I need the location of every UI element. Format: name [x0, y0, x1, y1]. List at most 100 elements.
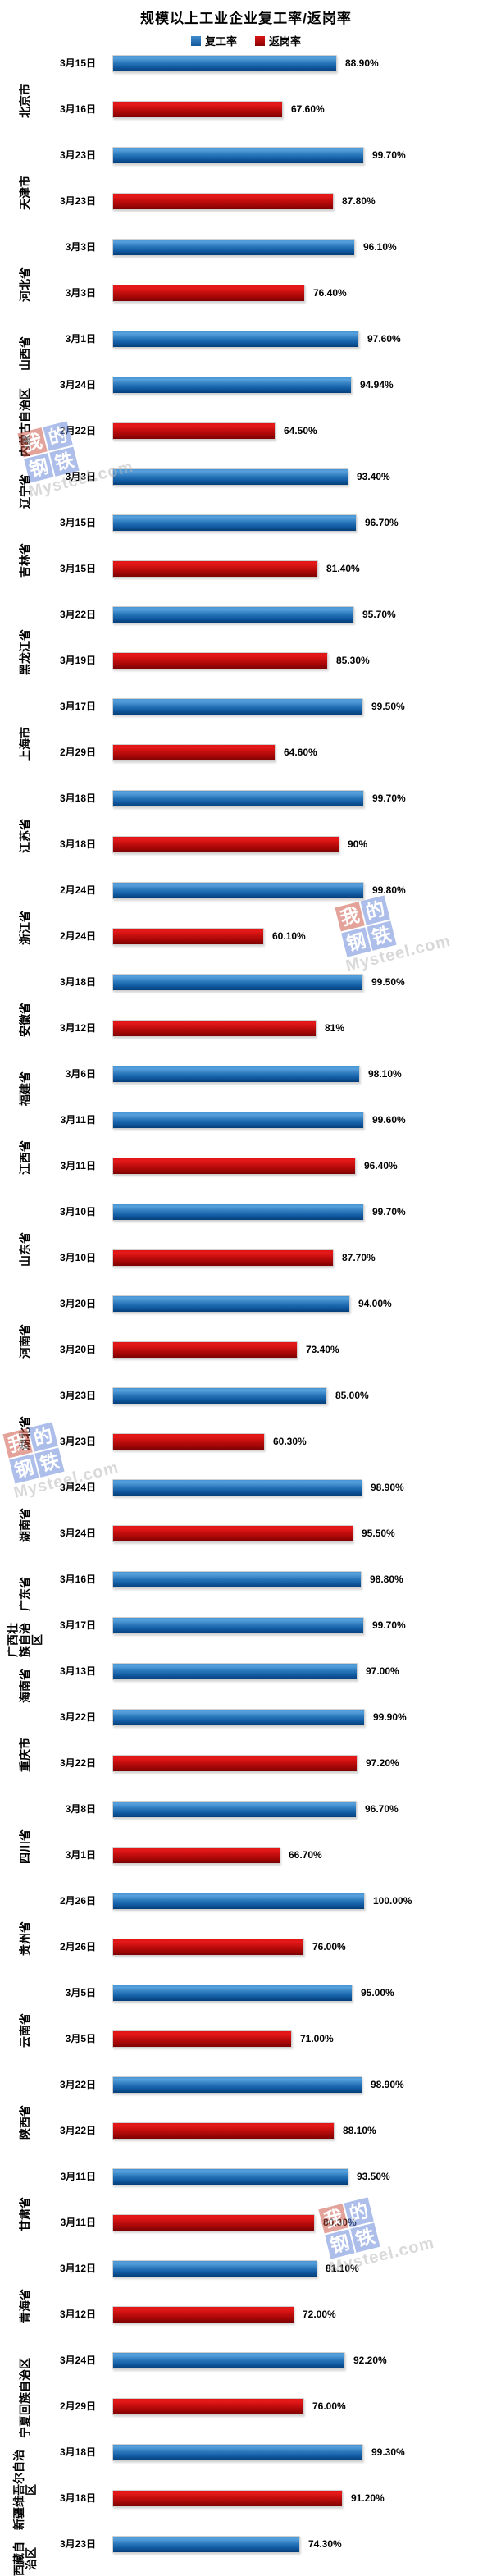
resume-rate-bar	[112, 1617, 364, 1634]
resume-rate-bar	[112, 1663, 358, 1680]
value-label: 93.40%	[357, 471, 390, 482]
bar-row: 3月18日 90%	[51, 836, 492, 882]
province-label: 西藏自治区	[12, 2542, 38, 2576]
bar-row: 3月23日 99.70%	[51, 147, 492, 193]
bar-rows: 3月22日 95.70% 3月19日 85.30%	[51, 606, 492, 698]
bar-rows: 3月23日 85.00% 3月23日 60.30%	[51, 1387, 492, 1479]
province-label-cell: 广西壮族自治区	[0, 1617, 51, 1663]
bar-row: 3月17日 99.70%	[51, 1617, 492, 1663]
province-label-cell: 天津市	[0, 147, 51, 239]
value-label: 76.00%	[312, 1941, 346, 1953]
return-rate-bar	[112, 836, 339, 853]
date-label: 3月20日	[59, 1344, 96, 1355]
bar-row: 3月23日 74.30%	[51, 2536, 492, 2576]
bar-rows: 3月23日 99.70% 3月23日 87.80%	[51, 147, 492, 239]
legend-swatch-red-icon	[255, 35, 265, 46]
bar-rows: 3月15日 96.70% 3月15日 81.40%	[51, 514, 492, 606]
resume-rate-bar	[112, 55, 337, 72]
resume-rate-bar	[112, 1066, 360, 1083]
date-label: 3月6日	[65, 1068, 96, 1080]
province-group: 天津市 3月23日 99.70% 3月23日 87.80%	[0, 147, 492, 239]
value-label: 88.10%	[343, 2125, 376, 2136]
value-label: 95.50%	[362, 1528, 395, 1539]
return-rate-bar	[112, 744, 276, 761]
value-label: 99.60%	[372, 1114, 406, 1126]
date-label: 3月18日	[59, 2492, 96, 2504]
province-group: 贵州省 2月26日 100.00% 2月26日 76.00%	[0, 1893, 492, 1985]
province-group: 北京市 3月15日 88.90% 3月16日 67.60%	[0, 55, 492, 147]
bar-row: 3月23日 87.80%	[51, 193, 492, 239]
resume-rate-bar	[112, 1709, 365, 1726]
province-label: 上海市	[18, 727, 32, 761]
chart-title: 规模以上工业企业复工率/返岗率	[140, 11, 352, 26]
value-label: 85.00%	[335, 1390, 369, 1401]
value-label: 99.90%	[373, 1711, 407, 1723]
province-label: 广西壮族自治区	[6, 1623, 44, 1657]
date-label: 3月24日	[59, 2354, 96, 2366]
province-label-cell: 北京市	[0, 55, 51, 147]
bar-row: 3月22日 98.90%	[51, 2076, 492, 2122]
bar-rows: 3月12日 81.10% 3月12日 72.00%	[51, 2260, 492, 2352]
bar-row: 2月26日 100.00%	[51, 1893, 492, 1939]
value-label: 99.80%	[372, 884, 406, 896]
province-label: 吉林省	[18, 543, 32, 578]
bar-row: 3月12日 81.10%	[51, 2260, 492, 2306]
bar-row: 3月5日 71.00%	[51, 2030, 492, 2076]
value-label: 96.70%	[365, 1803, 399, 1815]
value-label: 99.50%	[371, 976, 405, 988]
bar-row: 3月20日 73.40%	[51, 1341, 492, 1387]
date-label: 3月23日	[59, 1436, 96, 1447]
value-label: 76.00%	[312, 2400, 346, 2412]
province-group: 河南省 3月20日 94.00% 3月20日 73.40%	[0, 1295, 492, 1387]
province-group: 新疆维吾尔自治区 3月18日 99.30% 3月18日 91.20%	[0, 2444, 492, 2536]
value-label: 64.50%	[284, 425, 317, 436]
return-rate-bar	[112, 652, 328, 669]
bar-row: 3月23日 85.00%	[51, 1387, 492, 1433]
date-label: 3月22日	[59, 2125, 96, 2136]
value-label: 96.10%	[363, 241, 397, 253]
province-group: 湖南省 3月24日 98.90% 3月24日 95.50%	[0, 1479, 492, 1571]
bar-row: 3月3日 76.40%	[51, 285, 492, 331]
province-group: 宁夏回族自治区 3月24日 92.20% 2月29日 76.00%	[0, 2352, 492, 2444]
resume-rate-bar	[112, 606, 354, 623]
bar-row: 3月18日 91.20%	[51, 2490, 492, 2536]
value-label: 91.20%	[351, 2492, 385, 2504]
province-label: 福建省	[18, 1071, 32, 1106]
province-label-cell: 云南省	[0, 1985, 51, 2076]
province-label: 江西省	[18, 1140, 32, 1175]
resume-rate-bar	[112, 331, 359, 348]
resume-rate-bar	[112, 1571, 362, 1588]
date-label: 3月16日	[59, 1573, 96, 1585]
province-group: 广西壮族自治区 3月17日 99.70%	[0, 1617, 492, 1663]
resume-rate-bar	[112, 1387, 327, 1404]
date-label: 3月24日	[59, 1528, 96, 1539]
bar-row: 3月3日 93.40%	[51, 468, 492, 514]
value-label: 99.70%	[372, 1206, 406, 1217]
date-label: 3月18日	[59, 2446, 96, 2458]
province-label-cell: 江西省	[0, 1112, 51, 1204]
date-label: 3月5日	[65, 1987, 96, 1998]
date-label: 3月11日	[60, 2217, 96, 2228]
province-group: 湖北省 3月23日 85.00% 3月23日 60.30%	[0, 1387, 492, 1479]
province-group: 黑龙江省 3月22日 95.70% 3月19日 85.30%	[0, 606, 492, 698]
province-label: 河南省	[18, 1324, 32, 1359]
value-label: 99.70%	[372, 149, 406, 161]
value-label: 60.10%	[272, 930, 306, 942]
province-group: 山西省 3月1日 97.60%	[0, 331, 492, 377]
province-label-cell: 辽宁省	[0, 468, 51, 514]
bar-row: 3月3日 96.10%	[51, 239, 492, 285]
province-group: 内蒙古自治区 3月24日 94.94% 2月22日 64.50%	[0, 377, 492, 468]
province-label-cell: 安徽省	[0, 974, 51, 1066]
resume-rate-bar	[112, 1295, 350, 1313]
province-label-cell: 黑龙江省	[0, 606, 51, 698]
bar-row: 3月11日 80.30%	[51, 2214, 492, 2260]
resume-rate-bar	[112, 1893, 365, 1910]
resume-rate-bar	[112, 377, 352, 394]
value-label: 81.40%	[326, 563, 360, 574]
value-label: 87.70%	[342, 1252, 376, 1263]
value-label: 100.00%	[373, 1895, 412, 1907]
province-label: 青海省	[18, 2289, 32, 2323]
date-label: 3月13日	[59, 1665, 96, 1677]
province-group: 江苏省 3月18日 99.70% 3月18日 90%	[0, 790, 492, 882]
value-label: 95.00%	[361, 1987, 394, 1998]
